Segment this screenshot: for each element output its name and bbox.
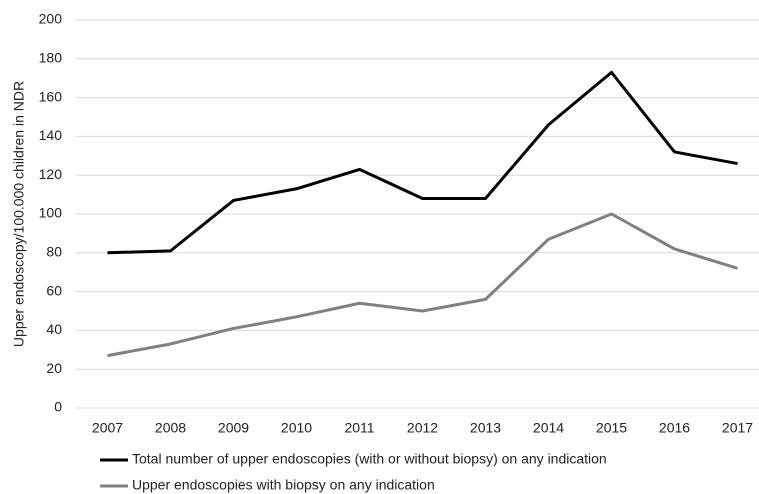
y-tick-label: 20 (46, 360, 62, 376)
y-tick-label: 100 (39, 205, 63, 221)
x-tick-label: 2009 (218, 420, 249, 436)
y-tick-label: 80 (46, 244, 62, 260)
x-tick-label: 2008 (155, 420, 186, 436)
series-line (107, 70, 738, 255)
x-tick-label: 2014 (533, 420, 564, 436)
legend-label: Upper endoscopies with biopsy on any ind… (132, 477, 435, 493)
y-tick-label: 140 (39, 127, 63, 143)
y-tick-label: 160 (39, 88, 63, 104)
y-axis-label: Upper endoscopy/100.000 children in NDR (11, 81, 27, 347)
x-tick-label: 2012 (407, 420, 438, 436)
y-tick-label: 40 (46, 321, 62, 337)
x-tick-label: 2010 (281, 420, 312, 436)
x-tick-label: 2007 (92, 420, 123, 436)
x-tick-label: 2015 (596, 420, 627, 436)
x-tick-label: 2016 (659, 420, 690, 436)
y-tick-label: 60 (46, 282, 62, 298)
x-tick-label: 2017 (722, 420, 753, 436)
x-tick-label: 2013 (470, 420, 501, 436)
series-line (107, 212, 738, 358)
legend-label: Total number of upper endoscopies (with … (132, 451, 607, 467)
x-tick-label: 2011 (344, 420, 374, 436)
y-tick-label: 180 (39, 50, 63, 66)
y-tick-label: 200 (39, 11, 63, 27)
y-tick-label: 0 (54, 399, 62, 415)
y-tick-label: 120 (39, 166, 63, 182)
